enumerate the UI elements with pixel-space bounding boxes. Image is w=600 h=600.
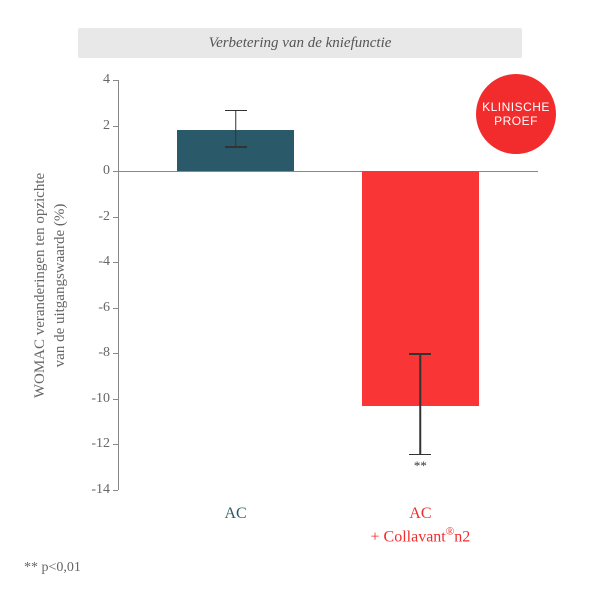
ytick-label: -12 [78, 436, 110, 452]
ytick-label: -8 [78, 345, 110, 361]
errorbar-ac [235, 110, 237, 146]
ytick-label: -6 [78, 300, 110, 316]
chart-title: Verbetering van de kniefunctie [209, 35, 392, 52]
ytick-mark [113, 308, 118, 309]
errorcap [225, 146, 247, 148]
ytick-label: -2 [78, 209, 110, 225]
ytick-mark [113, 217, 118, 218]
y-axis-label: WOMAC veranderingen ten opzichte van de … [26, 80, 76, 490]
ytick-mark [113, 262, 118, 263]
errorcap [225, 110, 247, 112]
y-axis-line [118, 80, 119, 490]
xlabel-ac-collavant: AC+ Collavant®n2 [320, 504, 520, 548]
chart-plot-area: 420-2-4-6-8-10-12-14AC**AC+ Collavant®n2 [118, 80, 538, 490]
ytick-label: -14 [78, 482, 110, 498]
chart-title-bar: Verbetering van de kniefunctie [78, 28, 522, 58]
ytick-mark [113, 353, 118, 354]
ytick-label: -10 [78, 391, 110, 407]
errorbar-ac-collavant [420, 353, 422, 453]
errorcap [409, 353, 431, 355]
ytick-mark [113, 399, 118, 400]
badge-line2: PROEF [494, 114, 538, 128]
ytick-mark [113, 80, 118, 81]
ytick-label: 0 [78, 163, 110, 179]
significance-marker: ** [414, 458, 427, 474]
ylabel-line2: van de uitgangswaarde (%) [52, 203, 68, 367]
clinical-trial-badge: KLINISCHE PROEF [476, 74, 556, 154]
ytick-mark [113, 490, 118, 491]
ytick-label: -4 [78, 254, 110, 270]
xlabel-ac: AC [136, 504, 336, 525]
ylabel-line1: WOMAC veranderingen ten opzichte [33, 172, 49, 397]
footnote-significance: ** p<0,01 [24, 560, 81, 576]
ytick-label: 2 [78, 118, 110, 134]
ytick-mark [113, 126, 118, 127]
ytick-mark [113, 444, 118, 445]
errorcap [409, 454, 431, 456]
ytick-label: 4 [78, 72, 110, 88]
badge-line1: KLINISCHE [482, 100, 550, 114]
